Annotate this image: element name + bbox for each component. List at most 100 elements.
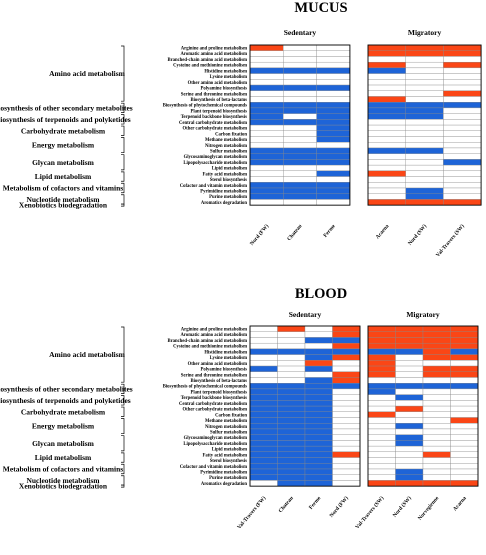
category-bracket-mucus-1	[121, 102, 125, 113]
pathway-label-blood-26: Purine metabolism	[209, 476, 247, 481]
heatmap-cell-mucus-r12-c5	[443, 113, 482, 120]
column-label-blood-2: Ferme	[308, 495, 323, 511]
category-label-blood-9: Xenobiotics biodegradation	[19, 482, 108, 491]
column-label-blood-4: Val-Travers (SW)	[354, 495, 386, 531]
heatmap-cell-blood-r21-c6	[422, 445, 451, 453]
heatmap-cell-mucus-r0-c3	[367, 44, 406, 51]
heatmap-cell-blood-r9-c1	[277, 377, 306, 384]
heatmap-cell-mucus-r5-c2	[316, 73, 351, 80]
heatmap-cell-mucus-r11-c2	[316, 107, 351, 114]
heatmap-cell-blood-r21-c7	[450, 445, 479, 453]
heatmap-cell-blood-r20-c6	[422, 440, 451, 447]
heatmap-cell-blood-r3-c4	[367, 342, 396, 350]
heatmap-cell-blood-r5-c4	[367, 354, 396, 361]
heatmap-cell-blood-r18-c1	[277, 428, 306, 435]
group-header-mucus-0: Sedentary	[284, 28, 317, 37]
heatmap-cell-mucus-r0-c1	[283, 44, 317, 51]
pathway-label-mucus-18: Sulfur metabolism	[210, 149, 247, 154]
category-label-blood-6: Lipid metabolism	[35, 453, 92, 462]
heatmap-cell-blood-r10-c4	[367, 383, 396, 390]
heatmap-cell-mucus-r22-c1	[283, 170, 317, 177]
heatmap-cell-mucus-r24-c0	[249, 182, 284, 189]
heatmap-cell-mucus-r3-c1	[283, 61, 317, 69]
heatmap-cell-blood-r7-c7	[450, 365, 479, 372]
pathway-label-blood-12: Terpenoid backbone biosynthesis	[181, 396, 247, 401]
heatmap-cell-blood-r24-c2	[304, 463, 333, 470]
heatmap-cell-mucus-r6-c3	[367, 79, 406, 86]
heatmap-cell-blood-r24-c6	[422, 463, 451, 470]
heatmap-cell-mucus-r26-c2	[316, 193, 351, 200]
heatmap-cell-mucus-r23-c3	[367, 176, 406, 183]
heatmap-cell-blood-r7-c6	[422, 365, 451, 372]
heatmap-cell-mucus-r9-c3	[367, 96, 406, 103]
heatmap-cell-mucus-r18-c2	[316, 147, 351, 154]
heatmap-cell-mucus-r4-c2	[316, 67, 351, 74]
category-bracket-mucus-8	[121, 194, 125, 205]
heatmap-cell-blood-r16-c3	[332, 417, 361, 424]
heatmap-cell-blood-r25-c4	[367, 468, 396, 475]
heatmap-cell-blood-r20-c5	[395, 440, 424, 447]
heatmap-cell-blood-r6-c2	[304, 360, 333, 367]
heatmap-cell-blood-r27-c1	[277, 480, 306, 487]
pathway-label-blood-15: Carbon fixation	[215, 413, 247, 418]
heatmap-cell-blood-r1-c5	[395, 331, 424, 338]
heatmap-cell-blood-r5-c7	[450, 354, 479, 361]
pathway-label-blood-1: Aromatic amino acid metabolism	[181, 333, 248, 338]
heatmap-cell-blood-r19-c7	[450, 434, 479, 441]
pathway-label-blood-20: Lipopolysaccharide metabolism	[183, 442, 247, 447]
heatmap-cell-mucus-r6-c1	[283, 79, 317, 86]
heatmap-cell-mucus-r25-c4	[405, 187, 444, 194]
heatmap-cell-blood-r13-c1	[277, 400, 306, 407]
group-header-blood-1: Migratory	[406, 310, 440, 319]
column-label-mucus-0: Nord (FW)	[248, 223, 270, 247]
heatmap-cell-blood-r12-c0	[249, 394, 278, 401]
pathway-label-blood-9: Biosynthesis of beta-lactams	[190, 379, 247, 384]
heatmap-cell-mucus-r8-c5	[443, 90, 482, 97]
heatmap-cell-blood-r18-c5	[395, 428, 424, 435]
category-bracket-blood-7	[121, 463, 125, 475]
category-label-blood-0: Amino acid metabolism	[49, 350, 126, 359]
category-bracket-mucus-5	[121, 154, 125, 171]
pathway-label-blood-0: Arginine and proline metabolism	[181, 328, 247, 333]
category-label-blood-5: Glycan metabolism	[32, 439, 95, 448]
category-label-mucus-9: Xenobiotics biodegradation	[19, 201, 108, 210]
heatmap-cell-blood-r10-c0	[249, 383, 278, 390]
heatmap-cell-mucus-r9-c2	[316, 96, 351, 103]
heatmap-cell-mucus-r13-c5	[443, 119, 482, 126]
pathway-label-mucus-7: Polyamine biosynthesis	[201, 87, 248, 92]
category-label-mucus-3: Carbohydrate metabolism	[21, 126, 106, 135]
heatmap-cell-blood-r4-c1	[277, 348, 306, 355]
heatmap-cell-blood-r14-c0	[249, 405, 278, 412]
heatmap-cell-mucus-r17-c1	[283, 142, 317, 149]
heatmap-cell-mucus-r5-c0	[249, 73, 284, 80]
heatmap-cell-mucus-r12-c4	[405, 113, 444, 120]
heatmap-cell-mucus-r10-c2	[316, 102, 351, 109]
heatmap-block-frame-blood-1	[367, 325, 479, 487]
heatmap-cell-mucus-r14-c4	[405, 124, 444, 131]
heatmap-cell-mucus-r16-c0	[249, 136, 284, 143]
heatmap-cell-mucus-r1-c5	[443, 50, 482, 57]
heatmap-cell-mucus-r10-c5	[443, 102, 482, 109]
heatmap-cell-blood-r23-c3	[332, 457, 361, 464]
heatmap-cell-blood-r5-c6	[422, 354, 451, 361]
heatmap-cell-mucus-r15-c2	[316, 130, 351, 137]
heatmap-cell-blood-r16-c2	[304, 417, 333, 424]
heatmap-cell-blood-r16-c4	[367, 417, 396, 424]
heatmap-cell-blood-r2-c5	[395, 337, 424, 344]
heatmap-cell-blood-r1-c2	[304, 331, 333, 338]
heatmap-cell-blood-r1-c0	[249, 331, 278, 338]
heatmap-cell-blood-r19-c4	[367, 434, 396, 441]
heatmap-block-frame-mucus-1	[367, 44, 482, 206]
heatmap-cell-blood-r24-c7	[450, 463, 479, 470]
heatmap-cell-blood-r25-c3	[332, 468, 361, 475]
heatmap-cell-mucus-r17-c0	[249, 142, 284, 149]
heatmap-cell-blood-r14-c2	[304, 405, 333, 412]
heatmap-cell-blood-r0-c4	[367, 325, 396, 332]
heatmap-cell-blood-r8-c0	[249, 371, 278, 378]
category-bracket-blood-3	[121, 406, 125, 417]
heatmap-cell-blood-r22-c5	[395, 451, 424, 458]
pathway-label-blood-19: Glycosaminoglycan metabolism	[184, 436, 248, 441]
heatmap-cell-mucus-r22-c2	[316, 170, 351, 177]
category-bracket-mucus-9	[121, 203, 125, 207]
column-label-blood-7: Acaena	[452, 495, 468, 512]
